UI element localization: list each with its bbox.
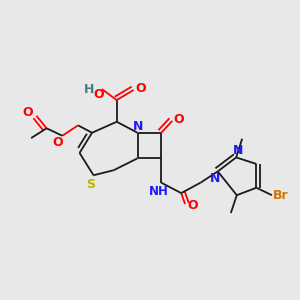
Text: N: N: [232, 144, 243, 158]
Text: N: N: [133, 120, 144, 133]
Text: S: S: [86, 178, 95, 191]
Text: N: N: [210, 172, 220, 185]
Text: O: O: [94, 88, 104, 101]
Text: NH: NH: [149, 185, 169, 198]
Text: Br: Br: [273, 189, 289, 202]
Text: O: O: [187, 199, 198, 212]
Text: O: O: [52, 136, 63, 149]
Text: O: O: [174, 113, 184, 126]
Text: O: O: [23, 106, 34, 119]
Text: O: O: [136, 82, 146, 95]
Text: H: H: [84, 83, 94, 97]
